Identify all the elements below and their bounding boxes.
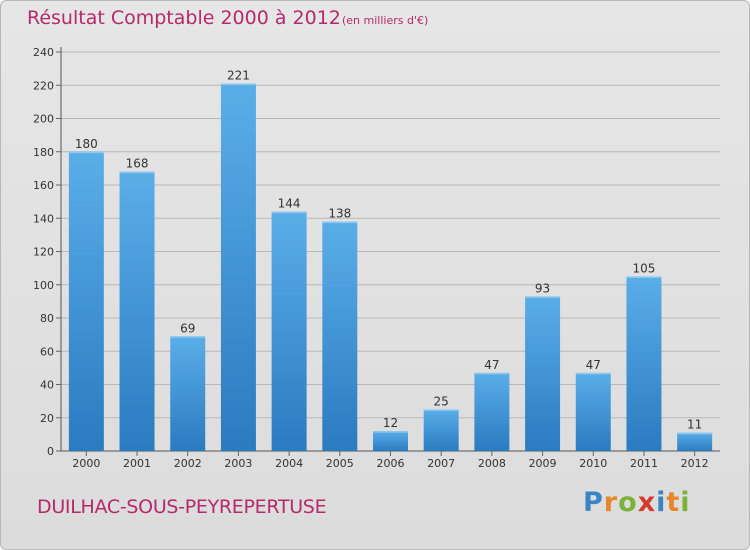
bar-highlight [626,276,662,278]
x-tick-label: 2003 [224,457,252,470]
x-tick-label: 2006 [377,457,405,470]
x-tick-label: 2012 [681,457,709,470]
y-tick-label: 60 [40,345,54,358]
bar-2012 [677,432,713,451]
bar-2006 [373,431,408,451]
x-tick-label: 2002 [174,457,202,470]
logo-letter: r [603,487,619,518]
data-label: 69 [180,321,195,335]
logo-letter: t [666,487,681,518]
bar-highlight [322,221,358,224]
bar-2001 [119,171,155,451]
data-label: 25 [434,394,449,408]
bar-highlight [119,171,155,174]
data-label: 138 [328,207,351,221]
commune-name: DUILHAC-SOUS-PEYREPERTUSE [37,496,327,518]
data-label: 47 [586,358,601,372]
bar-2005 [322,221,358,451]
y-tick-label: 80 [40,312,54,325]
bar-highlight [677,432,713,435]
y-tick-label: 220 [33,79,54,92]
data-label: 180 [75,137,98,151]
x-tick-label: 2009 [529,457,557,470]
data-label: 105 [633,261,656,275]
proxiti-logo: Proxiti [583,487,691,518]
y-tick-label: 100 [33,279,54,292]
chart-subtitle: (en milliers d'€) [342,14,429,27]
x-tick-label: 2011 [630,457,658,470]
y-tick-label: 200 [33,113,54,126]
bar-2004 [271,211,307,451]
x-tick-label: 2000 [72,457,100,470]
y-tick-label: 140 [33,212,54,225]
logo-letter: o [618,487,638,518]
chart-title: Résultat Comptable 2000 à 2012 [27,7,341,29]
data-label: 221 [227,69,250,83]
data-label: 47 [484,358,499,372]
y-tick-label: 0 [47,445,54,458]
data-label: 93 [535,281,550,295]
x-tick-label: 2008 [478,457,506,470]
bar-highlight [220,83,256,86]
bar-2010 [575,372,611,451]
bar-highlight [170,336,206,338]
x-tick-label: 2005 [326,457,354,470]
logo-letter: i [656,487,667,518]
bar-2011 [626,276,662,451]
y-tick-label: 240 [33,46,54,59]
x-tick-label: 2001 [123,457,151,470]
data-label: 11 [687,418,702,432]
bar-highlight [474,372,510,375]
bar-highlight [68,151,104,154]
bar-2009 [525,296,561,451]
x-tick-label: 2007 [427,457,455,470]
bar-2007 [423,409,459,451]
y-tick-label: 120 [33,246,54,259]
y-tick-label: 40 [40,379,54,392]
x-tick-label: 2004 [275,457,303,470]
logo-letter: P [583,487,604,518]
data-label: 12 [383,416,398,430]
y-tick-label: 180 [33,146,54,159]
bar-2003 [220,83,256,452]
logo-letter: i [680,487,691,518]
y-tick-label: 20 [40,412,54,425]
bar-highlight [575,372,611,375]
y-tick-label: 160 [33,179,54,192]
bar-highlight [423,409,459,411]
data-label: 144 [278,197,301,211]
data-label: 168 [126,157,149,171]
bar-highlight [271,211,307,214]
bar-2008 [474,372,510,451]
bar-2000 [68,151,104,451]
bar-2002 [170,336,206,451]
x-tick-label: 2010 [579,457,607,470]
bar-highlight [373,431,408,433]
logo-letter: x [637,487,657,518]
bar-highlight [525,296,561,298]
